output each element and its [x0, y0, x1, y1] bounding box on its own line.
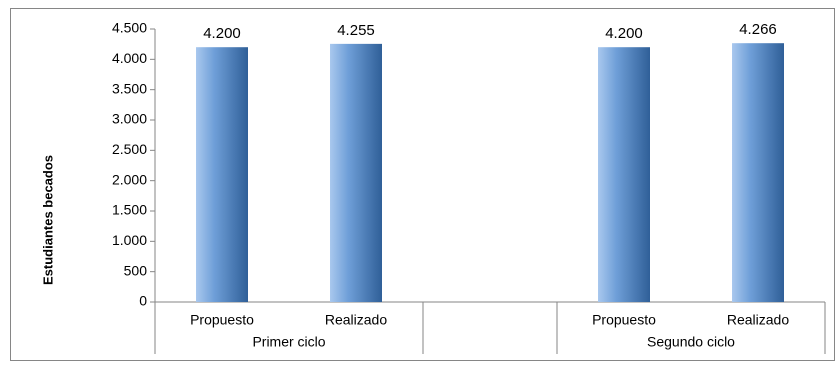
y-tick-label: 3.500 — [112, 80, 147, 96]
x-tick-label: Propuesto — [592, 312, 656, 328]
data-label: 4.255 — [337, 22, 375, 39]
data-label: 4.266 — [739, 21, 777, 38]
y-tick-label: 4.500 — [112, 20, 147, 36]
bar — [196, 47, 248, 303]
x-tick-label: Propuesto — [190, 312, 254, 328]
bar — [598, 47, 650, 303]
bar — [732, 43, 784, 303]
group-label: Segundo ciclo — [647, 334, 735, 350]
y-tick-label: 4.000 — [112, 50, 147, 66]
y-tick-label: 1.500 — [112, 202, 147, 218]
y-tick-label: 2.000 — [112, 171, 147, 187]
y-tick-label: 3.000 — [112, 111, 147, 127]
y-tick-label: 500 — [124, 262, 148, 278]
group-label: Primer ciclo — [252, 334, 325, 350]
data-label: 4.200 — [203, 25, 241, 42]
x-tick-label: Realizado — [727, 312, 789, 328]
y-tick-label: 2.500 — [112, 141, 147, 157]
x-tick-label: Realizado — [325, 312, 387, 328]
y-tick-label: 1.000 — [112, 232, 147, 248]
y-tick-label: 0 — [139, 293, 147, 309]
bar — [330, 43, 382, 302]
data-label: 4.200 — [605, 25, 643, 42]
y-axis-label: Estudiantes becados — [40, 155, 55, 285]
